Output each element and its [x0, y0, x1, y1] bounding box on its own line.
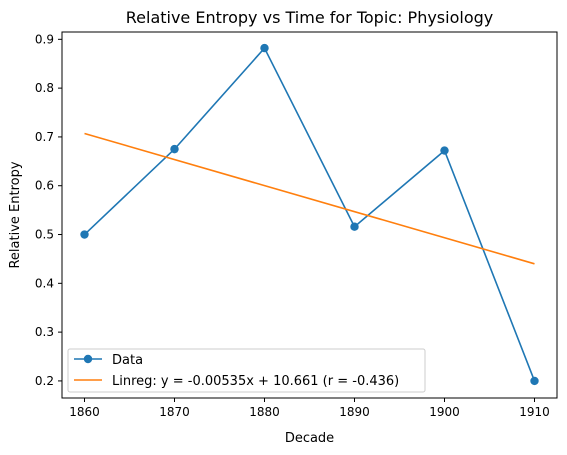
y-tick-label: 0.3	[35, 325, 54, 339]
y-tick-label: 0.6	[35, 179, 54, 193]
regression-line	[84, 132, 535, 265]
legend-frame	[67, 348, 426, 393]
data-point	[350, 222, 359, 231]
y-tick-label: 0.8	[35, 81, 54, 95]
y-tick-label: 0.2	[35, 374, 54, 388]
y-tick-label: 0.7	[35, 130, 54, 144]
data-series-line	[83, 46, 536, 382]
y-tick-label: 0.5	[35, 228, 54, 242]
y-axis-ticks: 0.2 0.3 0.4 0.5 0.6 0.7 0.8 0.9	[35, 32, 62, 388]
legend: Data Linreg: y = -0.00535x + 10.661 (r = …	[67, 348, 426, 393]
data-point	[170, 144, 179, 154]
legend-swatch-marker	[83, 354, 93, 364]
x-axis-ticks: 1860 1870 1880 1890 1900 1910	[69, 398, 550, 419]
y-axis-label: Relative Entropy	[8, 161, 23, 268]
x-tick-label: 1870	[159, 405, 190, 419]
y-tick-label: 0.9	[35, 32, 54, 46]
x-tick-label: 1900	[429, 405, 460, 419]
data-point	[530, 376, 539, 386]
chart-title: Relative Entropy vs Time for Topic: Phys…	[126, 8, 493, 27]
x-axis-label: Decade	[285, 431, 334, 446]
data-point	[80, 230, 89, 239]
legend-label: Data	[112, 353, 143, 368]
x-tick-label: 1880	[249, 405, 280, 419]
y-tick-label: 0.4	[35, 276, 54, 290]
x-tick-label: 1860	[69, 405, 100, 419]
legend-label: Linreg: y = -0.00535x + 10.661 (r = -0.4…	[112, 374, 399, 389]
x-tick-label: 1910	[519, 405, 550, 419]
data-point	[440, 146, 449, 155]
plot-frame	[61, 31, 558, 399]
x-tick-label: 1890	[339, 405, 370, 419]
legend-items: Data Linreg: y = -0.00535x + 10.661 (r = …	[74, 353, 399, 389]
series-layer	[80, 43, 539, 386]
data-point	[260, 43, 269, 53]
